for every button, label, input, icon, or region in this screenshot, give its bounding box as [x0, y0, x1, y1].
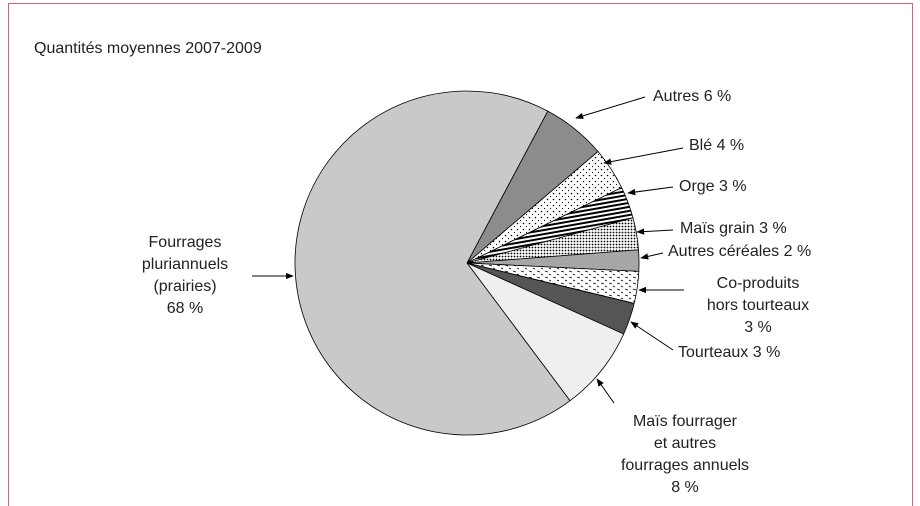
slice-label: Autres céréales 2 %: [668, 241, 811, 263]
slice-category: Maïs grain: [680, 220, 755, 237]
slice-label: Tourteaux 3 %: [678, 342, 780, 364]
slice-category: Autres: [653, 88, 700, 105]
slice-value-label: 8 %: [671, 479, 699, 496]
slice-value-label: 3 %: [719, 178, 747, 195]
slice-value-label: 3 %: [759, 220, 787, 237]
slice-value-label: 3 %: [752, 344, 781, 361]
slice-label: Orge 3 %: [679, 176, 747, 198]
leader-arrow: [575, 96, 646, 119]
slice-category: Maïs fourrager et autres fourrages annue…: [620, 413, 750, 474]
slice-category: Co-produits hors tourteaux: [706, 275, 810, 314]
leader-arrow: [603, 147, 684, 165]
slice-category: Orge: [679, 178, 715, 195]
slice-category: Blé: [689, 137, 713, 154]
chart-title: Quantités moyennes 2007-2009: [34, 40, 262, 57]
slice-value-label: 2 %: [783, 243, 812, 260]
leader-arrow: [627, 186, 674, 196]
slice-label: Autres 6 %: [653, 86, 731, 108]
slice-label: Maïs fourrager et autres fourrages annue…: [621, 411, 749, 499]
slice-value-label: 4 %: [716, 137, 745, 154]
leader-arrow: [596, 378, 615, 404]
slice-label: Fourrages pluriannuels (prairies) 68 %: [142, 232, 228, 320]
slice-label: Blé 4 %: [689, 135, 744, 157]
slice-value-label: 3 %: [744, 319, 772, 336]
slice-value-label: 68 %: [166, 300, 204, 317]
leader-arrow: [636, 228, 674, 235]
slice-label: Co-produits hors tourteaux 3 %: [707, 273, 809, 339]
slice-category: Autres céréales: [668, 243, 780, 260]
slice-category: Tourteaux: [678, 344, 749, 361]
leader-arrow: [630, 321, 674, 351]
leader-arrow: [640, 252, 664, 260]
slice-value-label: 6 %: [703, 88, 732, 105]
slice-label: Maïs grain 3 %: [680, 218, 787, 240]
slice-category: Fourrages pluriannuels (prairies): [141, 234, 229, 295]
pie-slice: [294, 90, 571, 436]
